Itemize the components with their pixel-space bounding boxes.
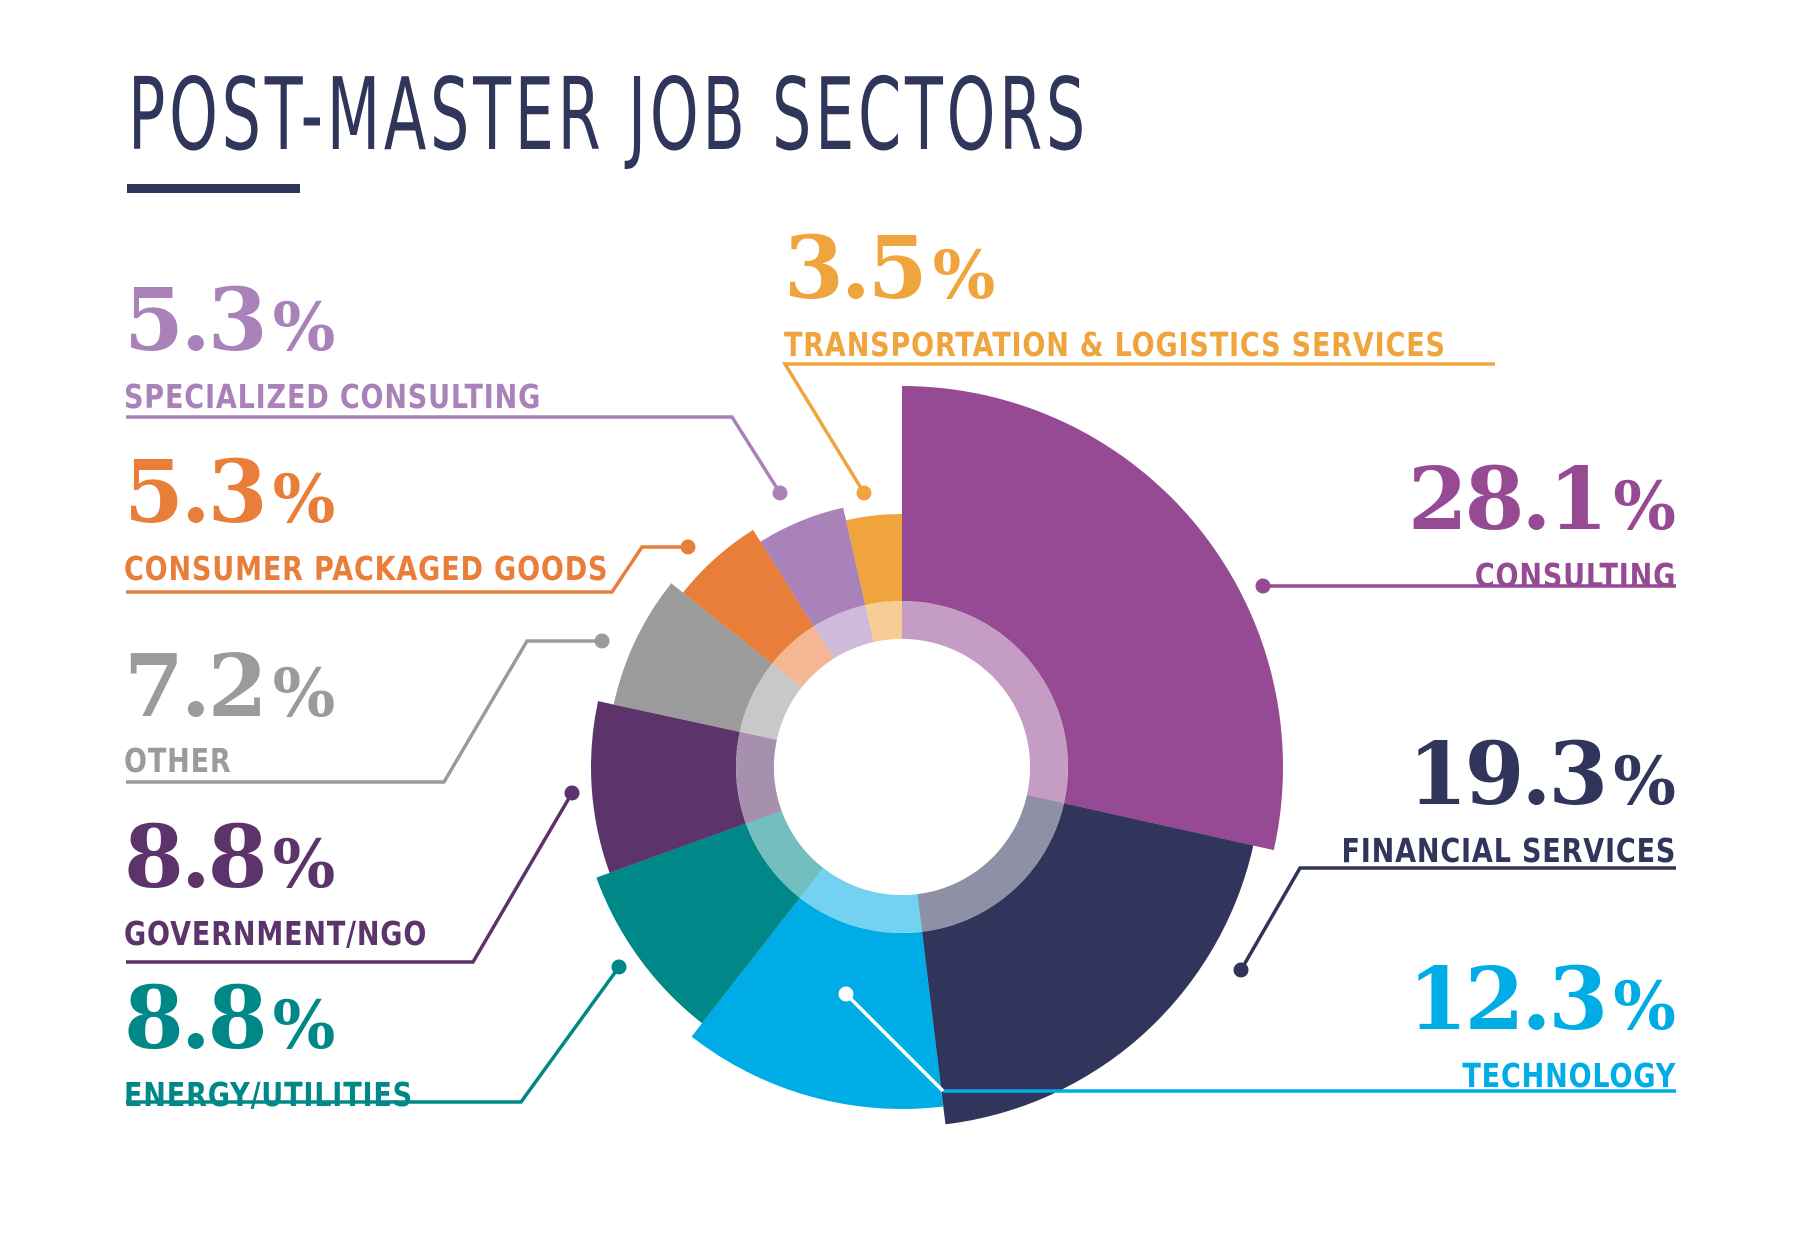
leader-dot	[611, 959, 627, 975]
sector-name: OTHER	[124, 741, 232, 780]
pct-symbol: %	[272, 288, 336, 366]
sector-name: TRANSPORTATION & LOGISTICS SERVICES	[784, 325, 1446, 364]
sector-name: GOVERNMENT/NGO	[124, 914, 428, 953]
chart-slices	[591, 386, 1283, 1125]
leader-line	[781, 362, 1495, 494]
label-government-ngo: 8.8% GOVERNMENT/NGO	[124, 813, 494, 951]
pct-value: 28.1	[1407, 449, 1608, 550]
ring-segment	[917, 794, 1065, 932]
ring-segment	[813, 605, 874, 659]
label-other: 7.2% OTHER	[124, 642, 335, 778]
label-financial-services: 19.3% FINANCIAL SERVICES	[1268, 730, 1676, 868]
label-technology: 12.3% TECHNOLOGY	[1408, 955, 1676, 1093]
pct-symbol: %	[272, 654, 336, 732]
pct-symbol: %	[932, 236, 996, 314]
sector-name: CONSUMER PACKAGED GOODS	[124, 549, 609, 588]
leader-dot	[680, 539, 696, 555]
leader-line	[126, 792, 574, 964]
pct-value: 3.5	[784, 218, 928, 319]
sector-name: SPECIALIZED CONSULTING	[124, 377, 542, 416]
leader-line	[844, 992, 945, 1093]
title-underline	[127, 184, 300, 193]
label-transportation-logistics: 3.5% TRANSPORTATION & LOGISTICS SERVICES	[784, 224, 1591, 362]
slice-financial-services	[922, 803, 1254, 1125]
label-consulting: 28.1% CONSULTING	[1408, 455, 1676, 593]
pct-value: 8.8	[124, 968, 268, 1069]
leader-dot	[564, 785, 580, 801]
pct-symbol: %	[1613, 467, 1676, 545]
leader-dot	[856, 485, 872, 501]
leader-dot	[594, 633, 610, 649]
slice-technology	[691, 897, 944, 1109]
slice-government-ngo	[591, 701, 746, 873]
slice-consumer-packaged-goods	[682, 529, 814, 664]
leader-dot	[772, 485, 788, 501]
leader-dot	[838, 986, 854, 1002]
pct-symbol: %	[272, 825, 336, 903]
leader-line	[126, 639, 602, 784]
slice-other	[613, 583, 773, 732]
pct-symbol: %	[272, 986, 336, 1064]
pct-symbol: %	[1613, 967, 1676, 1045]
leader-lines	[126, 362, 1676, 1104]
ring-segment	[865, 601, 902, 643]
pct-value: 7.2	[124, 636, 268, 737]
pct-value: 5.3	[124, 442, 268, 543]
sector-name: FINANCIAL SERVICES	[1341, 831, 1676, 870]
chart-center-hole	[774, 639, 1030, 895]
label-specialized-consulting: 5.3% SPECIALIZED CONSULTING	[124, 276, 633, 414]
inner-ring	[735, 601, 1069, 933]
leader-dot	[1255, 578, 1271, 594]
ring-segment	[772, 626, 834, 688]
ring-segment	[799, 867, 923, 933]
sector-name: TECHNOLOGY	[1462, 1056, 1676, 1095]
slice-transportation-logistics-services	[846, 514, 902, 606]
leader-line	[126, 545, 688, 594]
leader-dot	[1233, 962, 1249, 978]
slice-specialized-consulting	[760, 507, 866, 627]
ring-segment	[745, 810, 824, 898]
ring-segment	[736, 731, 782, 824]
sector-name: CONSULTING	[1474, 556, 1676, 595]
ring-segment	[739, 663, 802, 740]
pct-value: 19.3	[1407, 724, 1608, 825]
leader-line	[126, 415, 782, 494]
leader-line	[1239, 866, 1676, 971]
pct-symbol: %	[1613, 742, 1676, 820]
label-energy-utilities: 8.8% ENERGY/UTILITIES	[124, 974, 476, 1112]
slice-consulting	[902, 386, 1283, 851]
label-consumer-packaged-goods: 5.3% CONSUMER PACKAGED GOODS	[124, 448, 715, 586]
ring-segment	[902, 601, 1069, 804]
pct-value: 8.8	[124, 807, 268, 908]
pct-value: 12.3	[1407, 949, 1608, 1050]
pct-value: 5.3	[124, 270, 268, 371]
sector-name: ENERGY/UTILITIES	[124, 1075, 413, 1114]
leader-line	[126, 965, 621, 1104]
pct-symbol: %	[272, 460, 336, 538]
slice-energy-utilities	[596, 823, 800, 1024]
page-title: POST-MASTER JOB SECTORS	[128, 56, 1090, 173]
